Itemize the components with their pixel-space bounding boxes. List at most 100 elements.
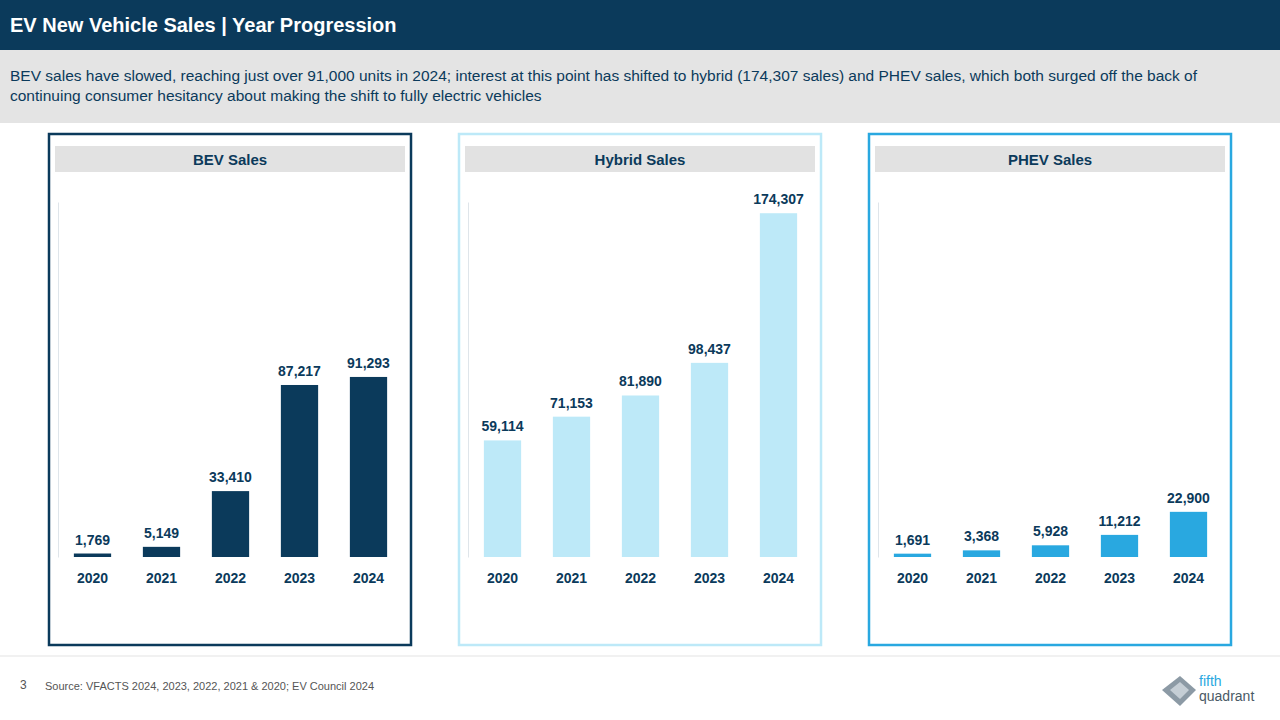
bar	[484, 440, 521, 557]
x-tick: 2022	[625, 570, 656, 586]
panel-border	[869, 134, 1231, 645]
slide-subtitle: BEV sales have slowed, reaching just ove…	[10, 66, 1260, 106]
x-tick-label: 2024	[353, 570, 384, 586]
data-label: 5,928	[1033, 523, 1068, 539]
chart-panel: Hybrid Sales 59,114 71,153 81,890 98,437 174,…	[459, 134, 821, 645]
x-tick: 2020	[487, 570, 518, 586]
x-tick: 2023	[694, 570, 725, 586]
x-tick-label: 2022	[1035, 570, 1066, 586]
data-label: 87,217	[278, 363, 321, 379]
x-tick-label: 2024	[1173, 570, 1204, 586]
data-label: 81,890	[619, 373, 662, 389]
x-tick-label: 2023	[1104, 570, 1135, 586]
bar	[1101, 535, 1138, 557]
source-note: Source: VFACTS 2024, 2023, 2022, 2021 & …	[45, 680, 374, 692]
data-labels: 1,691 3,368 5,928 11,212 22,900	[895, 490, 1210, 548]
bars	[484, 213, 797, 557]
panel-border	[459, 134, 821, 645]
page-number: 3	[20, 678, 27, 692]
bars	[894, 512, 1207, 557]
slide-title: EV New Vehicle Sales | Year Progression	[10, 14, 397, 36]
x-tick-label: 2021	[146, 570, 177, 586]
panel-title-box	[465, 146, 815, 172]
bars	[74, 377, 387, 557]
y-axis	[878, 203, 879, 558]
data-labels: 1,769 5,149 33,410 87,217 91,293	[75, 355, 390, 548]
footer-rule	[0, 656, 1280, 657]
data-label: 33,410	[209, 469, 252, 485]
data-label: 3,368	[964, 528, 999, 544]
logo-text: quadrant	[1199, 688, 1254, 704]
bar	[963, 550, 1000, 557]
x-tick-label: 2024	[763, 570, 794, 586]
x-axis: 2020 2021 2022 2023 2024	[487, 570, 794, 586]
data-label: 11,212	[1098, 513, 1140, 529]
bar	[691, 363, 728, 557]
slide-canvas: EV New Vehicle Sales | Year Progression B…	[0, 0, 1280, 720]
bar	[760, 213, 797, 557]
bar	[350, 377, 387, 557]
bar	[74, 554, 111, 557]
data-label: 1,691	[895, 532, 930, 548]
panel-title-box	[55, 146, 405, 172]
chart-title: Hybrid Sales	[595, 151, 686, 168]
bar	[212, 491, 249, 557]
y-axis	[468, 203, 469, 558]
bar	[553, 417, 590, 557]
x-tick-label: 2020	[897, 570, 928, 586]
data-label: 22,900	[1167, 490, 1210, 506]
x-tick-label: 2023	[694, 570, 725, 586]
x-tick-label: 2022	[625, 570, 656, 586]
data-label: 5,149	[144, 525, 179, 541]
data-label: 174,307	[753, 191, 804, 207]
panel-border	[49, 134, 411, 645]
data-label: 91,293	[347, 355, 390, 371]
y-axis-line	[468, 203, 469, 558]
x-tick: 2022	[215, 570, 246, 586]
x-tick-label: 2020	[77, 570, 108, 586]
logo-icon	[1162, 676, 1196, 706]
data-label: 71,153	[550, 395, 593, 411]
panel-title-box	[875, 146, 1225, 172]
data-label: 1,769	[75, 532, 110, 548]
bar	[1170, 512, 1207, 557]
x-tick: 2024	[1173, 570, 1204, 586]
bar	[622, 395, 659, 557]
chart-title: BEV Sales	[193, 151, 267, 168]
x-tick: 2021	[966, 570, 997, 586]
y-axis-line	[58, 203, 59, 558]
x-tick: 2023	[1104, 570, 1135, 586]
x-tick: 2021	[146, 570, 177, 586]
logo-text: fifth	[1199, 673, 1222, 689]
bar	[1032, 545, 1069, 557]
x-tick-label: 2023	[284, 570, 315, 586]
logo-icon-inner	[1170, 682, 1189, 699]
x-tick-label: 2022	[215, 570, 246, 586]
y-axis	[58, 203, 59, 558]
bar	[281, 385, 318, 557]
chart-panel: BEV Sales 1,769 5,149 33,410 87,217 91,293 202…	[49, 134, 411, 645]
x-tick: 2024	[763, 570, 794, 586]
x-tick: 2024	[353, 570, 384, 586]
data-labels: 59,114 71,153 81,890 98,437 174,307	[481, 191, 804, 434]
logo: fifthquadrant	[1162, 673, 1254, 706]
x-tick-label: 2020	[487, 570, 518, 586]
x-tick: 2022	[1035, 570, 1066, 586]
x-tick: 2023	[284, 570, 315, 586]
x-axis: 2020 2021 2022 2023 2024	[77, 570, 384, 586]
subtitle-band	[0, 50, 1280, 123]
y-axis-line	[878, 203, 879, 558]
x-tick-label: 2021	[966, 570, 997, 586]
bar	[143, 547, 180, 557]
x-axis: 2020 2021 2022 2023 2024	[897, 570, 1204, 586]
x-tick: 2020	[897, 570, 928, 586]
data-label: 59,114	[481, 418, 523, 434]
chart-panel: PHEV Sales 1,691 3,368 5,928 11,212 22,900 202…	[869, 134, 1231, 645]
bar	[894, 554, 931, 557]
chart-title: PHEV Sales	[1008, 151, 1092, 168]
x-tick-label: 2021	[556, 570, 587, 586]
x-tick: 2020	[77, 570, 108, 586]
data-label: 98,437	[688, 341, 731, 357]
header-bar	[0, 0, 1280, 50]
x-tick: 2021	[556, 570, 587, 586]
